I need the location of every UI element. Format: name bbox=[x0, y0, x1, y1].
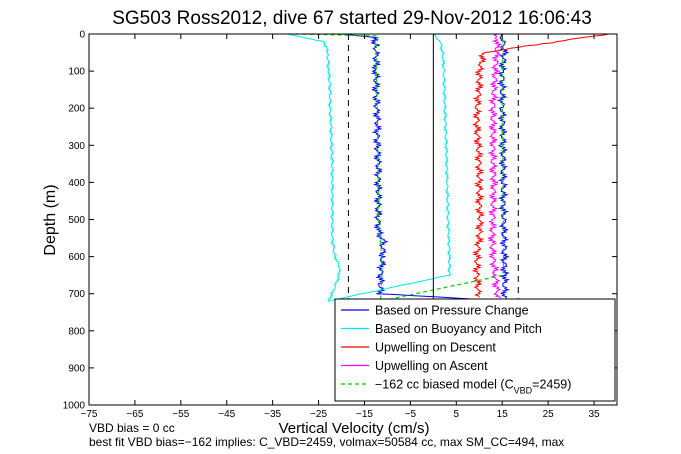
y-tick-label: 400 bbox=[68, 178, 85, 189]
x-tick-label: 35 bbox=[588, 409, 600, 420]
chart-title: SG503 Ross2012, dive 67 started 29-Nov-2… bbox=[112, 8, 592, 29]
y-tick-label: 200 bbox=[68, 104, 85, 115]
legend-label-3: Upwelling on Descent bbox=[375, 341, 496, 355]
x-tick-label: 25 bbox=[543, 409, 555, 420]
y-tick-label: 100 bbox=[68, 67, 85, 78]
series-line-4 bbox=[487, 33, 503, 298]
x-tick-label: −55 bbox=[172, 409, 189, 420]
y-tick-label: 600 bbox=[68, 252, 85, 263]
series-line-3 bbox=[471, 33, 609, 298]
legend-label-4: Upwelling on Ascent bbox=[375, 359, 488, 373]
y-tick-label: 900 bbox=[68, 363, 85, 374]
y-axis-label: Depth (m) bbox=[42, 184, 59, 255]
x-tick-label: 15 bbox=[497, 409, 509, 420]
x-tick-label: −5 bbox=[405, 409, 417, 420]
x-tick-label: −45 bbox=[218, 409, 235, 420]
series-line-2 bbox=[287, 33, 452, 302]
legend-label-2: Based on Buoyancy and Pitch bbox=[375, 322, 542, 336]
x-tick-label: −15 bbox=[356, 409, 373, 420]
legend-label-1: Based on Pressure Change bbox=[375, 304, 529, 318]
axes: −75 −65 −55 −45 −35 −25 −15 −5 5 15 25 350100200300… bbox=[63, 30, 618, 420]
footnote-best-fit: best fit VBD bias=−162 implies: C_VBD=24… bbox=[89, 435, 564, 449]
footnote-vbd-bias: VBD bias = 0 cc bbox=[89, 421, 175, 435]
x-tick-label: −65 bbox=[126, 409, 143, 420]
x-tick-label: 5 bbox=[454, 409, 460, 420]
y-tick-label: 800 bbox=[68, 326, 85, 337]
x-tick-label: −75 bbox=[81, 409, 98, 420]
y-tick-label: 300 bbox=[68, 141, 85, 152]
y-tick-label: 1000 bbox=[63, 401, 86, 412]
y-tick-label: 500 bbox=[68, 215, 85, 226]
y-tick-label: 0 bbox=[79, 30, 85, 41]
series-line-5 bbox=[295, 33, 505, 302]
series-layer bbox=[287, 33, 609, 302]
y-tick-label: 700 bbox=[68, 289, 85, 300]
legend: Based on Pressure Change Based on Buoyanc… bbox=[334, 298, 616, 402]
x-axis-label: Vertical Velocity (cm/s) bbox=[279, 420, 430, 437]
x-tick-label: −25 bbox=[310, 409, 327, 420]
legend-box bbox=[334, 298, 616, 402]
reference-lines bbox=[347, 34, 519, 302]
x-tick-label: −35 bbox=[264, 409, 281, 420]
